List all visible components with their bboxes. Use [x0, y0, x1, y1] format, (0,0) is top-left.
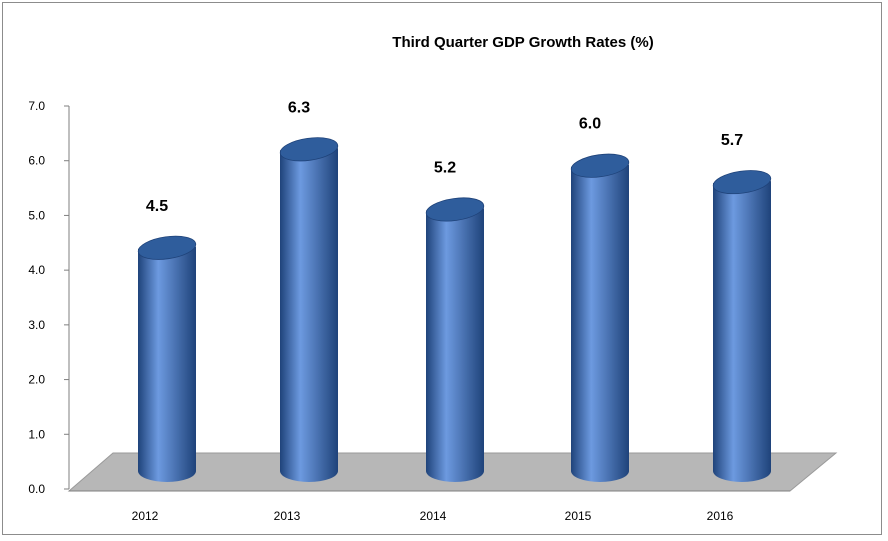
bar-chart: Third Quarter GDP Growth Rates (%) 0.0 1.…	[28, 34, 838, 523]
bar-body	[571, 164, 629, 482]
bar-2016	[712, 170, 772, 482]
data-label: 5.7	[721, 132, 743, 149]
bar-body	[713, 181, 771, 482]
y-tick-label: 1.0	[28, 427, 45, 441]
bar-top	[279, 137, 339, 162]
bar-body	[138, 246, 196, 482]
y-tick-label: 2.0	[28, 373, 45, 387]
bar-top	[570, 153, 630, 178]
data-label: 6.0	[579, 116, 601, 133]
data-label: 4.5	[146, 198, 168, 215]
bar-2015	[570, 153, 630, 482]
x-tick-label: 2015	[565, 509, 592, 523]
chart-title: Third Quarter GDP Growth Rates (%)	[392, 34, 653, 51]
bar-2014	[425, 197, 485, 482]
y-axis: 0.0 1.0 2.0 3.0 4.0 5.0 6.0 7.0	[28, 99, 790, 496]
y-tick-label: 5.0	[28, 208, 45, 222]
y-tick-label: 0.0	[28, 482, 45, 496]
x-tick-label: 2013	[274, 509, 301, 523]
x-tick-label: 2016	[707, 509, 734, 523]
x-tick-label: 2014	[420, 509, 447, 523]
data-label: 6.3	[288, 99, 310, 116]
bar-body	[280, 148, 338, 483]
y-tick-label: 7.0	[28, 99, 45, 113]
bars	[137, 137, 772, 483]
bar-top	[137, 235, 197, 260]
y-tick-label: 6.0	[28, 154, 45, 168]
x-axis-ticks: 2012 2013 2014 2015 2016	[132, 509, 734, 523]
bar-2013	[279, 137, 339, 483]
data-label: 5.2	[434, 159, 456, 176]
bar-top	[425, 197, 485, 222]
bar-body	[426, 208, 484, 482]
y-tick-label: 3.0	[28, 318, 45, 332]
x-tick-label: 2012	[132, 509, 159, 523]
data-labels: 4.5 6.3 5.2 6.0 5.7	[146, 99, 743, 214]
bar-2012	[137, 235, 197, 482]
y-tick-label: 4.0	[28, 263, 45, 277]
chart-frame: Third Quarter GDP Growth Rates (%) 0.0 1.…	[2, 2, 882, 535]
bar-top	[712, 170, 772, 195]
